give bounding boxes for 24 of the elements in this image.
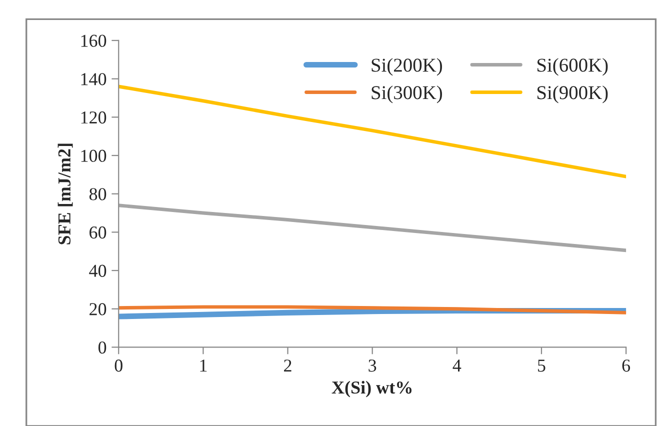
x-tick-label: 0 [114, 360, 122, 372]
y-tick-label: 80 [89, 188, 106, 200]
y-tick-label: 100 [81, 150, 106, 162]
y-axis-title: SFE [mJ/m2] [58, 144, 73, 244]
line-series [118, 84, 626, 178]
y-tick-label: 120 [81, 111, 106, 124]
x-tick-label: 3 [368, 360, 376, 372]
x-tick-label: 5 [538, 360, 546, 372]
y-tick-label: 20 [90, 303, 106, 316]
y-tick-label: 160 [81, 34, 106, 47]
x-tick-label: 4 [452, 360, 462, 372]
legend-label: Si(200K) [372, 58, 442, 76]
y-tick-label: 60 [90, 226, 106, 239]
legend-label: Si(900K) [537, 86, 608, 104]
x-tick-label: 6 [622, 360, 630, 372]
legend-label: Si(600K) [537, 58, 608, 76]
x-axis-title: X(Si) wt% [332, 380, 412, 398]
y-tick-label: 0 [98, 341, 106, 354]
legend-label: Si(300K) [372, 86, 442, 104]
y-tick-label: 40 [89, 264, 106, 277]
x-tick-label: 1 [200, 360, 207, 372]
line-series [118, 204, 626, 252]
y-tick-label: 140 [81, 73, 106, 86]
x-tick-label: 2 [284, 360, 292, 372]
